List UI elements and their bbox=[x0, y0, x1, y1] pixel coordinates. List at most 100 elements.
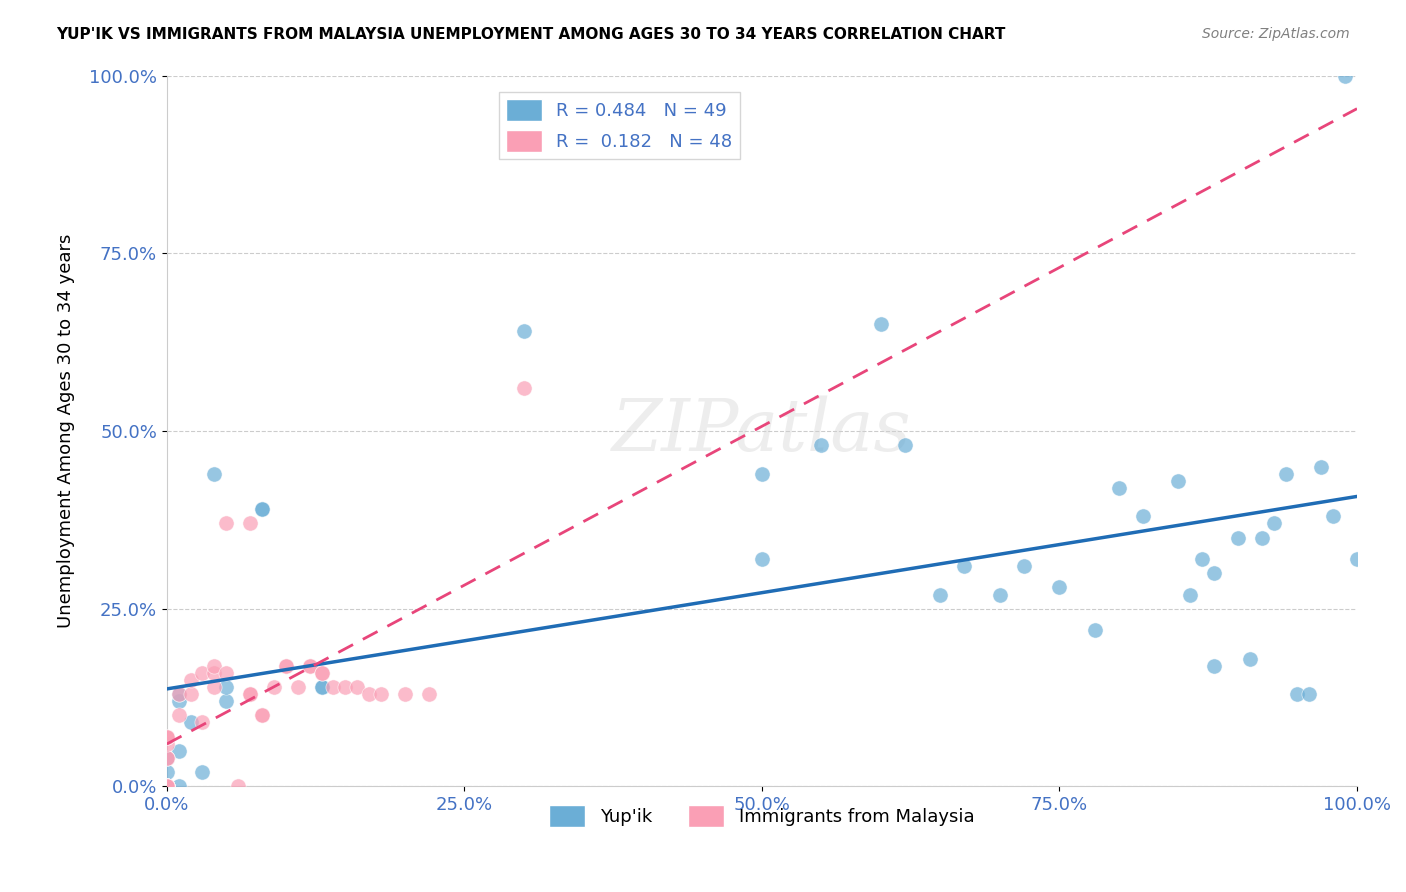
Point bbox=[751, 467, 773, 481]
Point bbox=[1132, 509, 1154, 524]
Point bbox=[156, 780, 179, 794]
Point bbox=[156, 780, 179, 794]
Point bbox=[810, 438, 832, 452]
Point bbox=[274, 658, 297, 673]
Point bbox=[1180, 588, 1202, 602]
Point bbox=[215, 516, 238, 531]
Point bbox=[239, 516, 262, 531]
Point bbox=[274, 658, 297, 673]
Point bbox=[180, 715, 202, 730]
Point bbox=[156, 730, 179, 744]
Point bbox=[370, 687, 392, 701]
Point bbox=[1204, 658, 1226, 673]
Point bbox=[953, 559, 976, 574]
Point bbox=[1239, 651, 1261, 665]
Point bbox=[191, 715, 214, 730]
Point bbox=[167, 687, 190, 701]
Point bbox=[1274, 467, 1296, 481]
Point bbox=[1049, 581, 1071, 595]
Point bbox=[250, 708, 273, 723]
Point bbox=[1322, 509, 1344, 524]
Point bbox=[180, 687, 202, 701]
Point bbox=[167, 687, 190, 701]
Point bbox=[156, 780, 179, 794]
Point bbox=[1334, 69, 1357, 83]
Point bbox=[167, 708, 190, 723]
Point bbox=[1226, 531, 1249, 545]
Point bbox=[263, 680, 285, 694]
Point bbox=[156, 780, 179, 794]
Point bbox=[1298, 687, 1320, 701]
Point bbox=[287, 680, 309, 694]
Point bbox=[1204, 566, 1226, 581]
Point bbox=[298, 658, 321, 673]
Point bbox=[239, 687, 262, 701]
Point bbox=[513, 325, 536, 339]
Point bbox=[1263, 516, 1285, 531]
Point bbox=[191, 665, 214, 680]
Text: YUP'IK VS IMMIGRANTS FROM MALAYSIA UNEMPLOYMENT AMONG AGES 30 TO 34 YEARS CORREL: YUP'IK VS IMMIGRANTS FROM MALAYSIA UNEMP… bbox=[56, 27, 1005, 42]
Point bbox=[311, 680, 333, 694]
Point bbox=[335, 680, 357, 694]
Point bbox=[202, 467, 225, 481]
Point bbox=[1108, 481, 1130, 495]
Point bbox=[156, 737, 179, 751]
Point bbox=[298, 658, 321, 673]
Point bbox=[418, 687, 440, 701]
Point bbox=[250, 708, 273, 723]
Point bbox=[311, 665, 333, 680]
Point bbox=[1167, 474, 1189, 488]
Text: Source: ZipAtlas.com: Source: ZipAtlas.com bbox=[1202, 27, 1350, 41]
Point bbox=[156, 751, 179, 765]
Point bbox=[311, 680, 333, 694]
Point bbox=[156, 780, 179, 794]
Point bbox=[250, 502, 273, 516]
Point bbox=[156, 780, 179, 794]
Point bbox=[1250, 531, 1272, 545]
Point bbox=[156, 765, 179, 780]
Point bbox=[156, 751, 179, 765]
Point bbox=[215, 694, 238, 708]
Point bbox=[751, 552, 773, 566]
Y-axis label: Unemployment Among Ages 30 to 34 years: Unemployment Among Ages 30 to 34 years bbox=[58, 234, 75, 628]
Point bbox=[359, 687, 381, 701]
Point bbox=[250, 502, 273, 516]
Point bbox=[202, 665, 225, 680]
Point bbox=[215, 680, 238, 694]
Text: ZIPatlas: ZIPatlas bbox=[612, 396, 911, 467]
Point bbox=[1346, 552, 1368, 566]
Point bbox=[156, 780, 179, 794]
Point bbox=[346, 680, 368, 694]
Point bbox=[322, 680, 344, 694]
Point bbox=[167, 744, 190, 758]
Point bbox=[929, 588, 952, 602]
Point bbox=[156, 780, 179, 794]
Point bbox=[226, 780, 249, 794]
Point bbox=[202, 658, 225, 673]
Point bbox=[156, 730, 179, 744]
Point bbox=[156, 751, 179, 765]
Point bbox=[870, 318, 893, 332]
Point bbox=[202, 680, 225, 694]
Point bbox=[156, 780, 179, 794]
Point bbox=[156, 780, 179, 794]
Point bbox=[191, 765, 214, 780]
Point bbox=[156, 751, 179, 765]
Point bbox=[893, 438, 915, 452]
Point bbox=[1286, 687, 1309, 701]
Point bbox=[1084, 623, 1107, 637]
Point bbox=[156, 780, 179, 794]
Point bbox=[394, 687, 416, 701]
Point bbox=[311, 665, 333, 680]
Point bbox=[988, 588, 1011, 602]
Point bbox=[167, 780, 190, 794]
Point bbox=[1012, 559, 1035, 574]
Point bbox=[180, 673, 202, 687]
Point bbox=[156, 780, 179, 794]
Legend: Yup'ik, Immigrants from Malaysia: Yup'ik, Immigrants from Malaysia bbox=[543, 797, 981, 834]
Point bbox=[239, 687, 262, 701]
Point bbox=[156, 730, 179, 744]
Point bbox=[513, 381, 536, 395]
Point bbox=[1310, 459, 1333, 474]
Point bbox=[167, 694, 190, 708]
